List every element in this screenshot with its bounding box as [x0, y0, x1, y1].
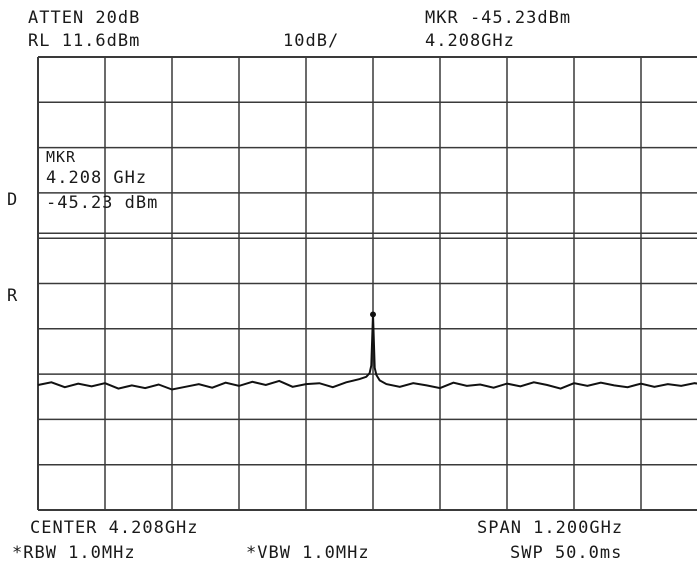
trace-layer: [37, 311, 697, 391]
side-label-r: R: [7, 286, 19, 306]
span-label: SPAN 1.200GHz: [477, 518, 624, 538]
side-label-d: D: [7, 190, 19, 210]
rbw-label: *RBW 1.0MHz: [12, 543, 136, 563]
attenuation-label: ATTEN 20dB: [28, 8, 141, 28]
graticule: [37, 56, 697, 511]
sweep-time-label: SWP 50.0ms: [510, 543, 623, 563]
marker-box-frequency: 4.208 GHz: [46, 168, 148, 188]
marker-box-title: MKR: [46, 148, 77, 166]
reference-level-label: RL 11.6dBm: [28, 31, 141, 51]
scale-label: 10dB/: [283, 31, 340, 51]
marker-level-readout: MKR -45.23dBm: [425, 8, 572, 28]
marker-box-level: -45.23 dBm: [46, 193, 159, 213]
marker-frequency-readout: 4.208GHz: [425, 31, 515, 51]
marker-point: [370, 311, 376, 318]
vbw-label: *VBW 1.0MHz: [246, 543, 370, 563]
center-frequency-label: CENTER 4.208GHz: [30, 518, 199, 538]
spectrum-trace: [37, 314, 697, 391]
